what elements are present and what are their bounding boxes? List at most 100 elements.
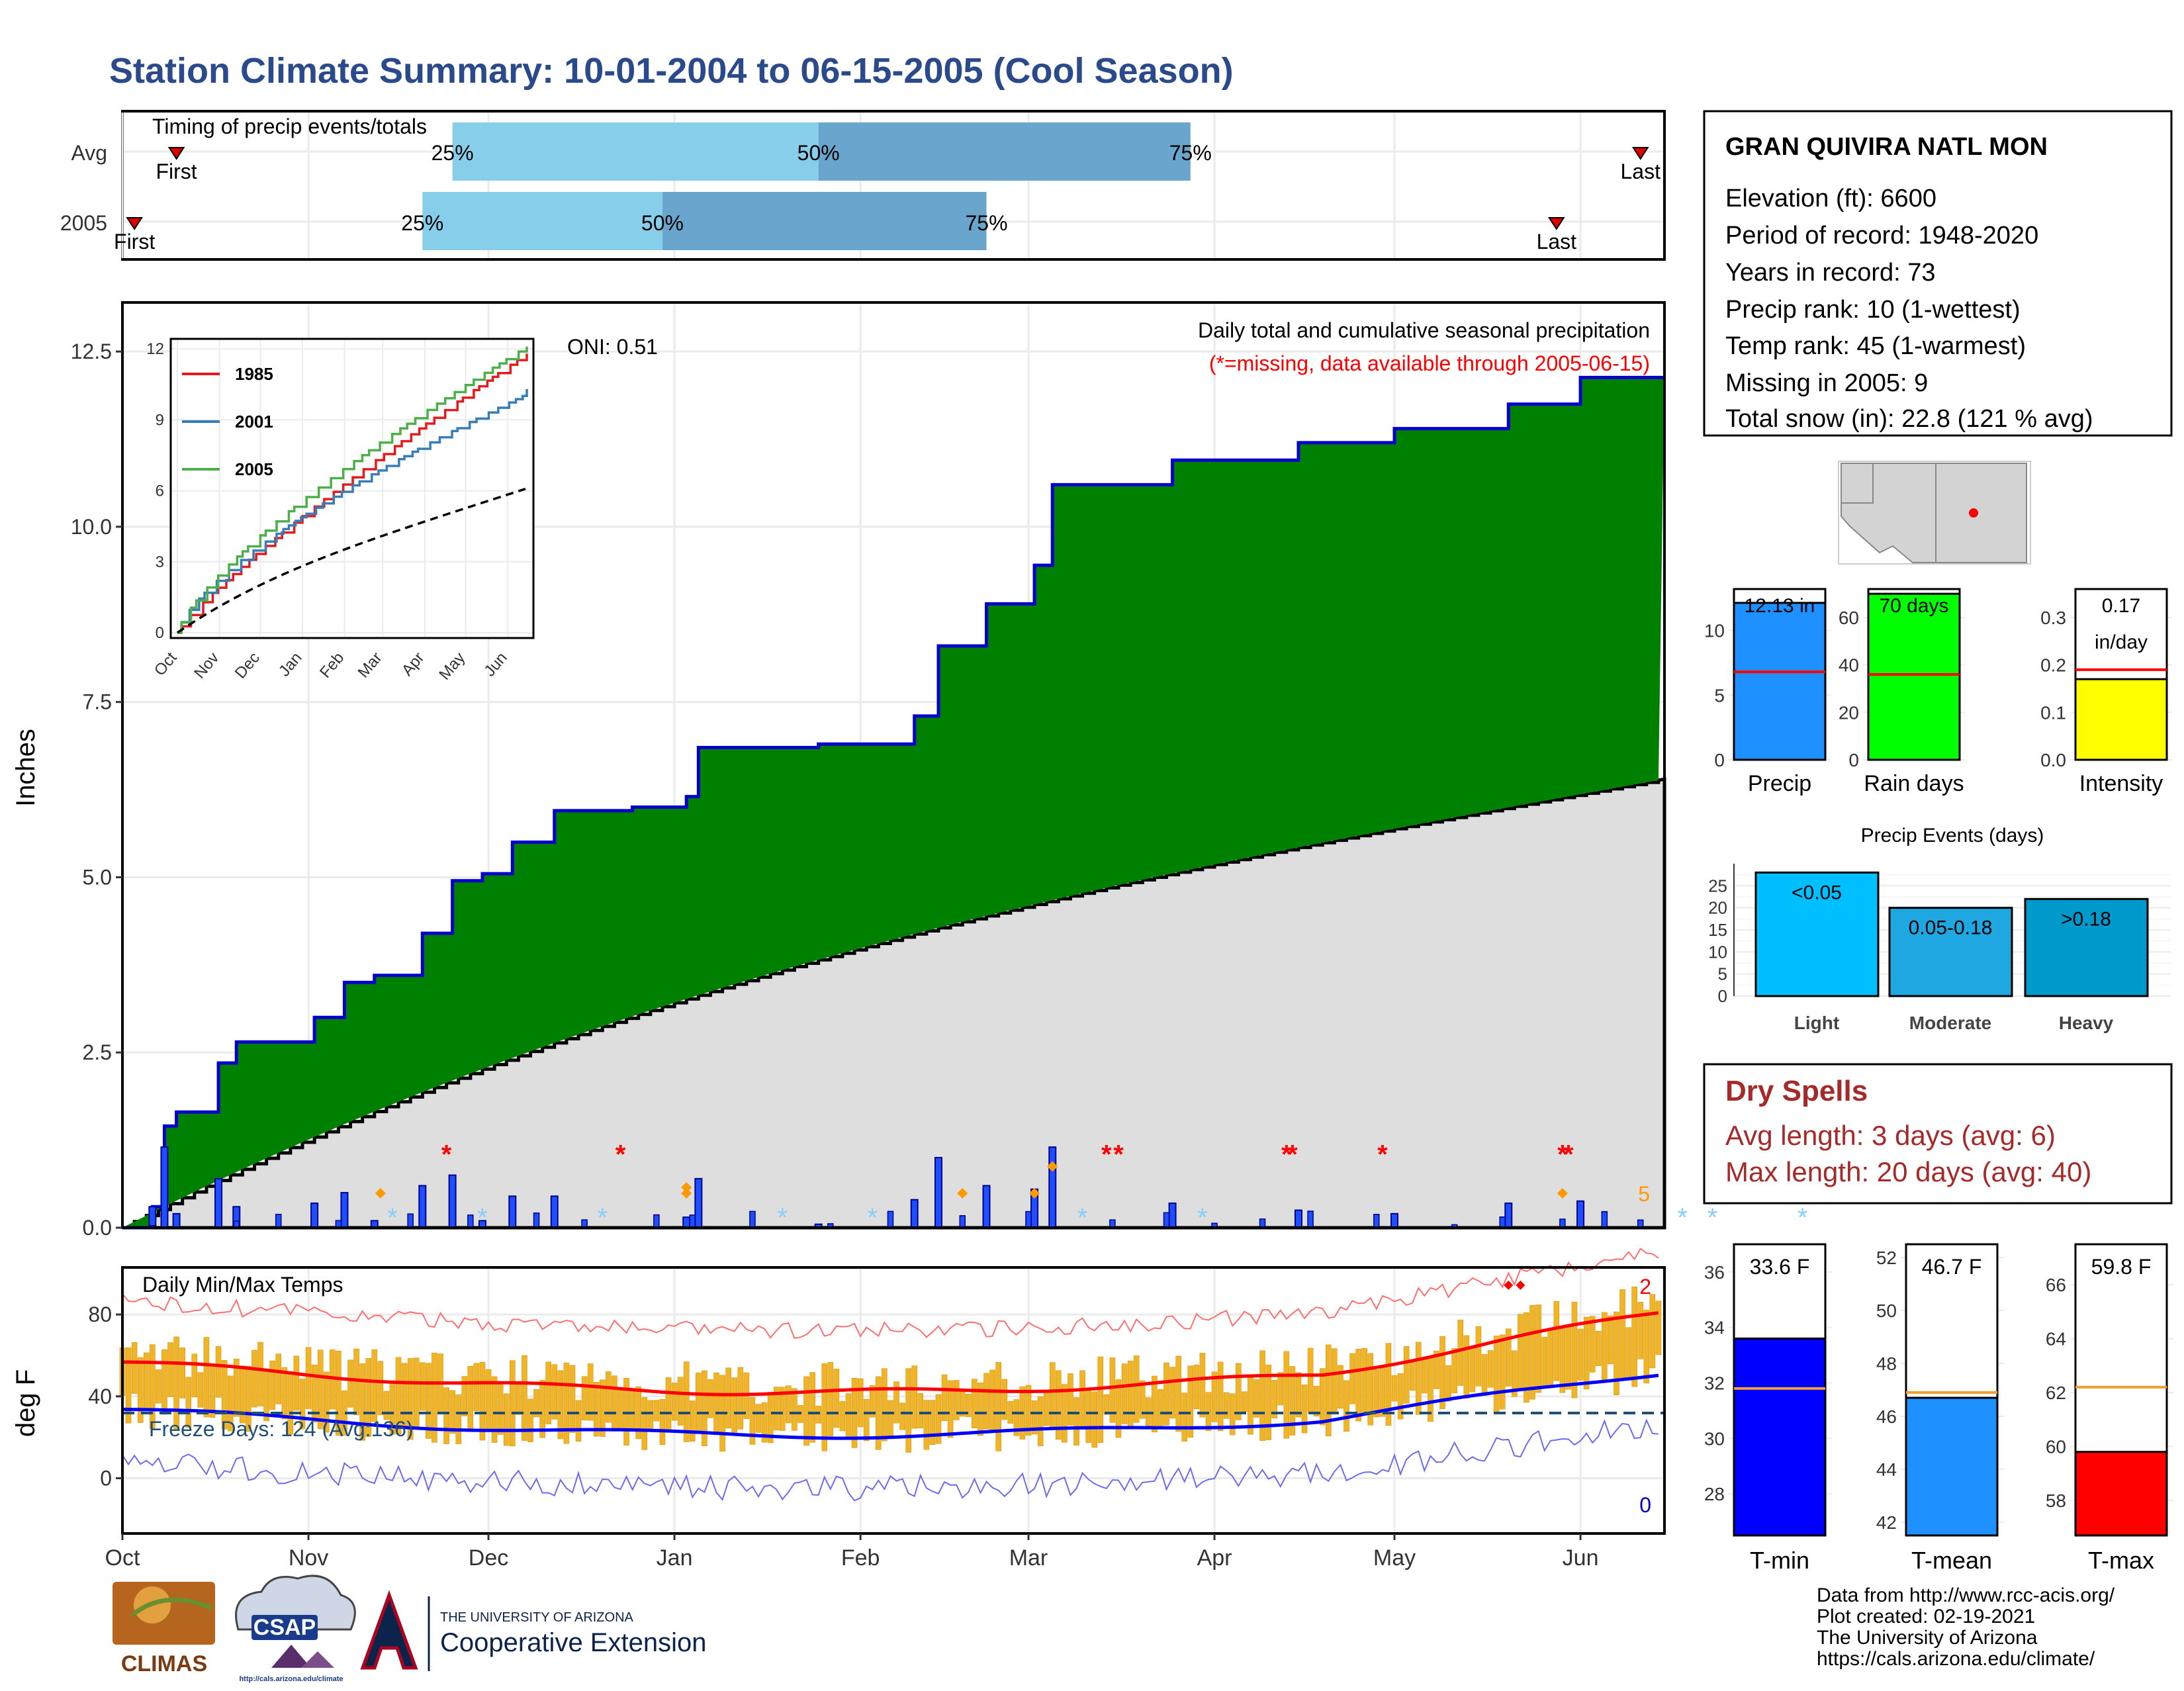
daily-temp-bar	[1001, 1379, 1008, 1420]
dry-spells-title: Dry Spells	[1725, 1075, 1868, 1107]
daily-temp-bar	[893, 1381, 899, 1424]
temp-summary-y-tick: 66	[2046, 1275, 2066, 1295]
snow-depth-marker	[957, 1188, 968, 1199]
daily-temp-bar	[1271, 1380, 1277, 1419]
daily-temp-bar	[323, 1371, 330, 1433]
daily-temp-bar	[1031, 1400, 1038, 1435]
daily-precip-bar	[340, 1192, 349, 1228]
daily-temp-bar	[1403, 1346, 1410, 1404]
daily-temp-bar	[1493, 1336, 1500, 1413]
daily-precip-bar	[887, 1211, 894, 1228]
daily-temp-bar	[845, 1393, 852, 1439]
daily-temp-bar	[473, 1363, 480, 1411]
daily-precip-bar	[689, 1214, 696, 1228]
month-tick-label: Apr	[1197, 1545, 1232, 1571]
events-y-tick: 20	[1708, 898, 1727, 918]
mini-y-tick: 0	[1714, 750, 1725, 770]
temp-y-tick: 40	[88, 1385, 112, 1408]
daily-temp-bar	[227, 1375, 234, 1432]
temp-summary-value-label: 59.8 F	[2091, 1255, 2152, 1279]
temp-summary-y-tick: 52	[1876, 1248, 1897, 1268]
daily-precip-bar	[682, 1216, 691, 1229]
daily-precip-bar	[533, 1212, 540, 1228]
daily-precip-bar	[653, 1214, 660, 1228]
daily-temp-bar	[1223, 1392, 1230, 1419]
daily-temp-bar	[600, 1379, 606, 1437]
daily-temp-bar	[1187, 1365, 1194, 1438]
daily-temp-bar	[491, 1376, 498, 1443]
daily-precip-bar	[1307, 1211, 1314, 1228]
record-max-line	[122, 1248, 1659, 1339]
month-tick-label: Nov	[289, 1545, 328, 1571]
snow-depth-marker	[681, 1188, 692, 1199]
mini-bar-name: Intensity	[2079, 771, 2163, 796]
snow-marker: *	[598, 1203, 608, 1232]
temp-summary-y-tick: 48	[1876, 1353, 1897, 1374]
daily-temp-bar	[467, 1365, 474, 1432]
daily-temp-bar	[1535, 1304, 1541, 1393]
season-cumulative-line	[122, 375, 1664, 1230]
daily-temp-bar	[1547, 1329, 1554, 1387]
event-bar-label: <0.05	[1792, 882, 1842, 903]
daily-temp-bar	[869, 1385, 876, 1418]
daily-precip-bar	[407, 1213, 414, 1228]
daily-temp-bar	[1577, 1328, 1584, 1381]
daily-temp-bar	[383, 1391, 390, 1420]
month-tick-label: Oct	[105, 1545, 140, 1571]
daily-temp-bar	[527, 1398, 533, 1443]
csap-url: http://cals.arizona.edu/climate	[239, 1675, 343, 1683]
daily-precip-bar	[1601, 1211, 1608, 1228]
avg-cumulative-area	[122, 777, 1666, 1230]
daily-temp-bar	[1631, 1286, 1637, 1387]
temp-summary-y-tick: 46	[1876, 1406, 1897, 1427]
daily-precip-bar	[959, 1215, 966, 1228]
event-bar-label: >0.18	[2061, 908, 2111, 930]
daily-temp-bar	[1181, 1393, 1187, 1442]
daily-temp-bar	[1422, 1359, 1428, 1394]
daily-temp-bar	[1361, 1348, 1367, 1414]
daily-temp-bar	[1343, 1380, 1349, 1432]
daily-temp-bar	[1265, 1364, 1271, 1440]
inset-series-line	[177, 353, 528, 634]
daily-temp-bar	[1487, 1350, 1494, 1388]
daily-precip-bar	[1168, 1202, 1177, 1228]
station-line: Period of record: 1948-2020	[1725, 222, 2038, 250]
temp-panel: Daily Min/Max Temps Freeze Days: 124 (Av…	[11, 1248, 1666, 1571]
event-category-label: Moderate	[1909, 1013, 1991, 1033]
daily-temp-bar	[941, 1374, 948, 1421]
temp-summary-bar	[1905, 1396, 1999, 1537]
daily-temp-bar	[497, 1383, 504, 1435]
daily-precip-bar	[934, 1157, 942, 1229]
mini-y-tick: 5	[1714, 685, 1725, 706]
daily-precip-bar	[148, 1206, 157, 1229]
mini-y-tick: 0.1	[2040, 702, 2066, 723]
temp-summary-y-tick: 32	[1704, 1373, 1725, 1394]
daily-temp-bar	[972, 1379, 978, 1429]
daily-precip-bar	[550, 1195, 559, 1229]
daily-temp-bar	[1481, 1354, 1488, 1396]
daily-temp-bar	[251, 1349, 257, 1408]
daily-temp-bar	[1589, 1316, 1596, 1373]
climas-logo: CLIMAS	[113, 1582, 215, 1676]
daily-temp-bar	[1553, 1301, 1560, 1381]
daily-temp-bar	[395, 1357, 402, 1434]
temp-summary-value-label: 46.7 F	[1922, 1255, 1982, 1279]
daily-temp-bar	[1524, 1312, 1529, 1403]
first-label: First	[114, 230, 155, 253]
daily-temp-bar	[221, 1360, 228, 1430]
dry-spells-avg: Avg length: 3 days (avg: 6)	[1725, 1120, 2056, 1151]
freeze-label: Freeze Days: 124 (Avg:136)	[149, 1417, 414, 1441]
temp-y-tick: 0	[100, 1467, 112, 1490]
footer: CLIMAS CSAP http://cals.arizona.edu/clim…	[113, 1575, 2115, 1683]
missing-marker: *	[1281, 1140, 1292, 1169]
daily-temp-bar	[1091, 1391, 1097, 1448]
daily-temp-bar	[839, 1401, 846, 1432]
daily-temp-bar	[1625, 1327, 1631, 1379]
daily-temp-bar	[240, 1365, 246, 1424]
timing-label: Timing of precip events/totals	[152, 114, 427, 138]
mini-y-tick: 0.2	[2040, 655, 2066, 676]
missing-marker: *	[1101, 1140, 1112, 1169]
daily-temp-bar	[275, 1353, 282, 1404]
